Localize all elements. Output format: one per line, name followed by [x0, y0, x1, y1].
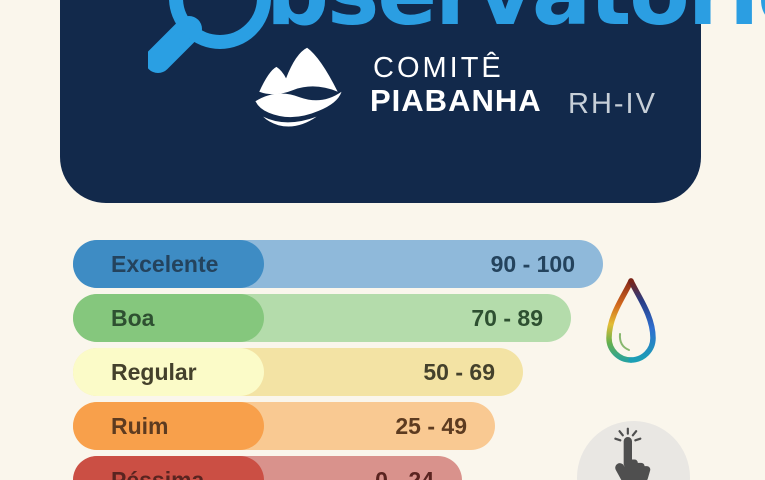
- scale-category-label: Péssima: [111, 467, 205, 480]
- rainbow-water-drop-icon: [606, 278, 656, 363]
- region-code: RH-IV: [568, 88, 657, 120]
- scale-range-value: 25 - 49: [395, 413, 467, 439]
- scale-row-pessima: 0 - 24 Péssima: [73, 456, 633, 480]
- scale-bar-pill: Péssima: [73, 456, 264, 480]
- scale-category-label: Regular: [111, 359, 197, 385]
- brand-title: bservatório: [266, 0, 765, 38]
- magnifier-icon: [148, 0, 271, 73]
- scale-bar-pill: Excelente: [73, 240, 264, 288]
- scale-category-label: Excelente: [111, 251, 219, 277]
- scale-category-label: Boa: [111, 305, 155, 331]
- scale-range-value: 0 - 24: [375, 467, 434, 480]
- scale-row-excelente: 90 - 100 Excelente: [73, 240, 633, 288]
- scale-bar-pill: Boa: [73, 294, 264, 342]
- scale-row-regular: 50 - 69 Regular: [73, 348, 633, 396]
- header-card: bservatório COMITÊ PIABANHA RH-IV: [60, 0, 765, 203]
- committee-name-line1: COMITÊ: [373, 52, 504, 84]
- committee-name-line2: PIABANHA: [370, 83, 542, 118]
- scale-range-value: 70 - 89: [471, 305, 543, 331]
- tap-hand-icon[interactable]: [601, 427, 663, 480]
- scale-category-label: Ruim: [111, 413, 169, 439]
- mountain-wave-logo: [255, 47, 342, 127]
- scale-row-ruim: 25 - 49 Ruim: [73, 402, 633, 450]
- scale-range-value: 50 - 69: [423, 359, 495, 385]
- scale-bar-pill: Ruim: [73, 402, 264, 450]
- scale-range-value: 90 - 100: [490, 251, 575, 277]
- scale-row-boa: 70 - 89 Boa: [73, 294, 633, 342]
- scale-bar-pill: Regular: [73, 348, 264, 396]
